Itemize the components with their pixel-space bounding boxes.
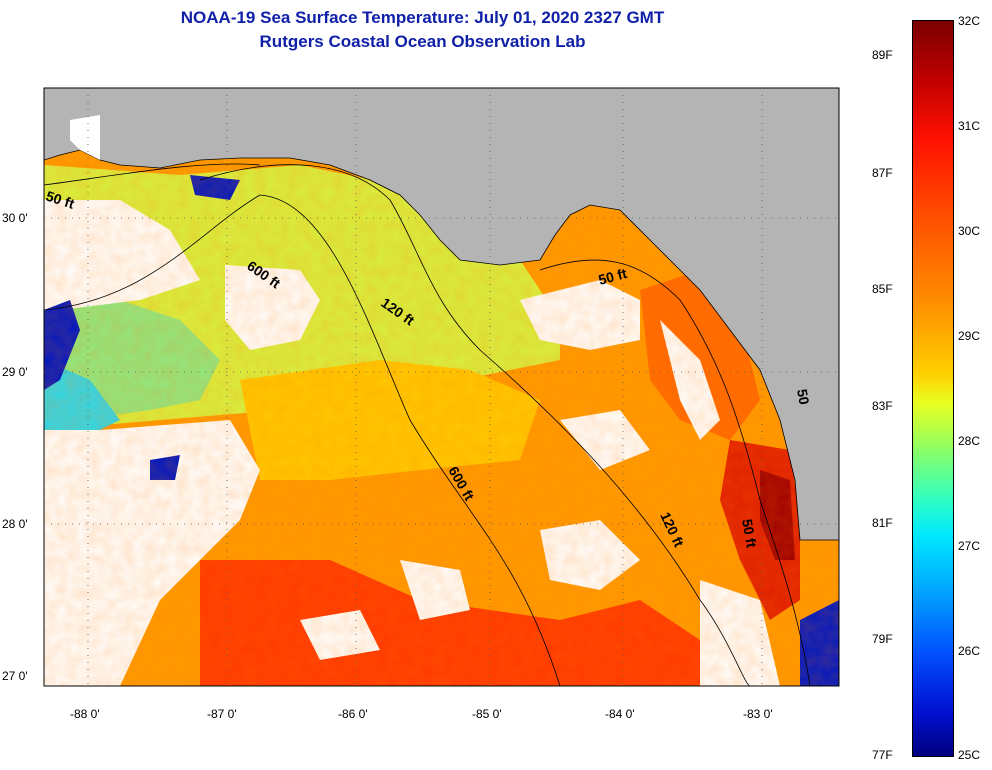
colorbar-f-83: 83F	[872, 399, 893, 413]
contour-label-50ft-bigbend: 50 ft	[597, 265, 629, 288]
colorbar-f-77: 77F	[872, 748, 893, 762]
lon-label-84: -84 0'	[605, 707, 635, 721]
land-inlet	[70, 115, 100, 160]
colorbar-f-85: 85F	[872, 282, 893, 296]
sst-map: 50 ft 600 ft 120 ft 50 ft 600 ft 120 ft …	[2, 87, 840, 721]
lon-label-87: -87 0'	[207, 707, 237, 721]
lat-label-27: 27 0'	[2, 669, 28, 683]
lat-label-28: 28 0'	[2, 517, 28, 531]
colorbar-c-29: 29C	[958, 329, 981, 343]
lon-label-86: -86 0'	[338, 707, 368, 721]
lon-label-83: -83 0'	[743, 707, 773, 721]
colorbar-f-81: 81F	[872, 516, 893, 530]
colorbar-c-25: 25C	[958, 748, 981, 762]
colorbar-c-30: 30C	[958, 224, 981, 238]
colorbar-c-28: 28C	[958, 434, 981, 448]
colorbar-f-79: 79F	[872, 632, 893, 646]
contour-label-50ft-south: 50 ft	[739, 518, 760, 549]
colorbar-c-32: 32C	[958, 14, 981, 28]
lat-label-30: 30 0'	[2, 211, 28, 225]
colorbar-c-27: 27C	[958, 539, 981, 553]
contour-50ft	[44, 163, 811, 686]
map-frame	[43, 87, 840, 687]
lon-label-85: -85 0'	[472, 707, 502, 721]
lat-label-29: 29 0'	[2, 365, 28, 379]
temperature-colorbar	[912, 20, 954, 757]
lon-label-88: -88 0'	[70, 707, 100, 721]
map-title: NOAA-19 Sea Surface Temperature: July 01…	[180, 8, 665, 27]
contour-120ft	[199, 164, 751, 686]
contour-label-50-east: 50	[794, 388, 812, 406]
colorbar-c-31: 31C	[958, 119, 981, 133]
depth-contours	[44, 163, 811, 686]
colorbar-f-89: 89F	[872, 48, 893, 62]
contour-600ft	[44, 194, 561, 686]
colorbar-f-87: 87F	[872, 166, 893, 180]
map-subtitle: Rutgers Coastal Ocean Observation Lab	[259, 32, 586, 51]
colorbar-c-26: 26C	[958, 644, 981, 658]
land-north	[44, 88, 839, 541]
